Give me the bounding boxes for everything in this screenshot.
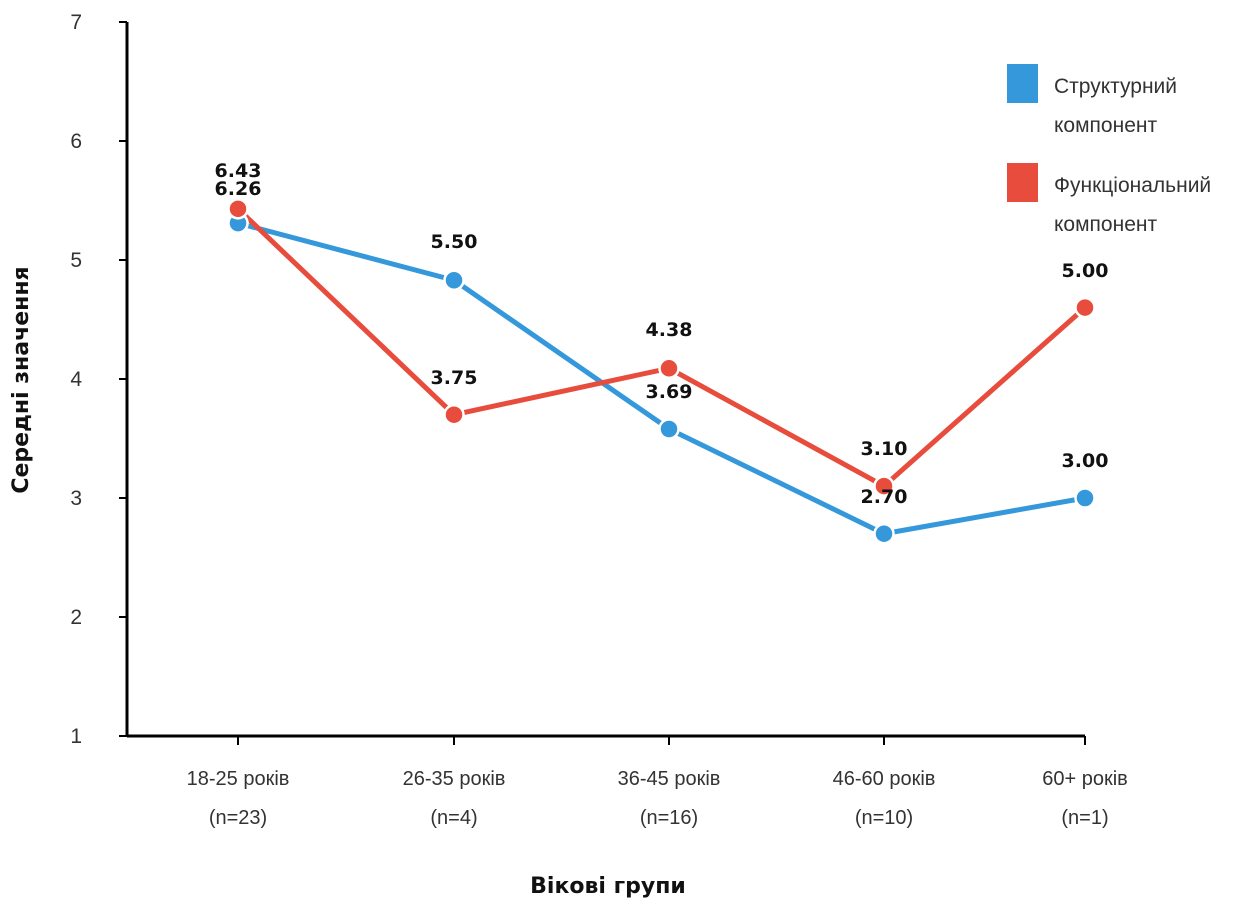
x-tick-label: 18-25 років xyxy=(187,768,290,790)
series-2-point xyxy=(443,403,465,426)
series-2-point xyxy=(1074,296,1096,319)
series-2-point xyxy=(873,475,895,497)
x-axis-title: Вікові групи xyxy=(530,874,686,899)
data-label: 3.10 xyxy=(861,438,908,460)
data-label: 4.38 xyxy=(646,319,693,341)
data-label: 3.75 xyxy=(431,367,478,389)
data-label: 6.43 xyxy=(215,160,262,182)
y-tick-label: 2 xyxy=(70,606,82,629)
series-line-1 xyxy=(235,220,1088,537)
legend-swatch xyxy=(1007,64,1038,103)
legend-label: компонент xyxy=(1054,213,1157,236)
y-axis-title: Середні значення xyxy=(9,266,34,493)
series-1-point xyxy=(1074,487,1096,509)
x-tick-label: 46-60 років xyxy=(833,768,936,790)
series-2-point xyxy=(658,357,680,380)
legend-label: Структурний xyxy=(1054,75,1177,98)
legend: Структурний компонент Функціональний компон… xyxy=(1007,64,1211,236)
x-tick-sublabel: (n=1) xyxy=(1061,807,1108,829)
x-tick-sublabel: (n=10) xyxy=(855,807,913,829)
x-tick-sublabel: (n=4) xyxy=(430,807,477,829)
data-label: 2.70 xyxy=(861,486,908,508)
series-2-point xyxy=(227,198,249,220)
legend-label: компонент xyxy=(1054,114,1157,137)
y-tick-label: 5 xyxy=(70,249,82,272)
y-tick-label: 7 xyxy=(70,11,82,34)
x-tick-label: 36-45 років xyxy=(618,768,721,790)
series-1-point xyxy=(873,522,895,545)
x-tick-label: 26-35 років xyxy=(403,768,506,790)
legend-swatch xyxy=(1007,163,1038,202)
data-labels: 6.26 5.50 3.69 2.70 3.00 6.43 3.75 4.38 3.10 5.00 xyxy=(215,160,1109,508)
axes: 1 2 3 4 5 6 7 18-25 років (n=23) 26-35 років (n=4)… xyxy=(70,11,1127,829)
y-tick-label: 3 xyxy=(70,487,82,510)
series-line-2 xyxy=(235,206,1088,489)
series-1-point xyxy=(443,269,465,291)
y-tick-label: 1 xyxy=(70,725,82,748)
data-label: 5.50 xyxy=(431,231,478,253)
series-1-point xyxy=(658,418,680,440)
data-label: 3.00 xyxy=(1062,450,1109,472)
data-label: 6.26 xyxy=(215,178,262,200)
y-tick-label: 6 xyxy=(70,130,82,153)
y-tick-label: 4 xyxy=(70,368,82,391)
x-tick-sublabel: (n=23) xyxy=(209,807,267,829)
series-layer xyxy=(227,198,1096,545)
legend-label: Функціональний xyxy=(1054,174,1211,197)
data-label: 5.00 xyxy=(1062,260,1109,282)
data-label: 3.69 xyxy=(646,381,693,403)
x-tick-label: 60+ років xyxy=(1042,768,1128,790)
x-tick-sublabel: (n=16) xyxy=(640,807,698,829)
